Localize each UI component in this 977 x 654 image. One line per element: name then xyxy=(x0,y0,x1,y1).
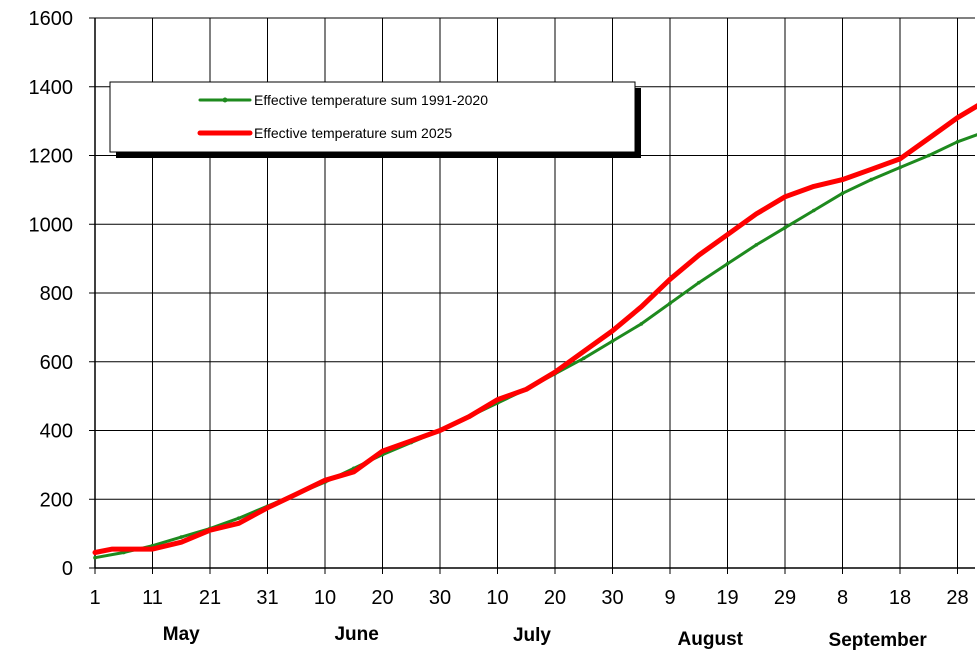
legend: Effective temperature sum 1991-2020 Effec… xyxy=(109,81,641,158)
series-line-average xyxy=(93,133,977,560)
x-tick-label: 19 xyxy=(716,587,738,609)
x-tick-label: 30 xyxy=(429,587,451,609)
x-tick-label: 10 xyxy=(486,587,508,609)
data-point xyxy=(581,356,586,361)
data-point xyxy=(869,177,874,182)
x-tick-label: 20 xyxy=(371,587,393,609)
x-tick-label: 10 xyxy=(314,587,336,609)
data-point xyxy=(811,208,816,213)
y-tick-label: 1400 xyxy=(29,77,74,99)
y-tick-label: 1000 xyxy=(29,214,74,236)
month-label-august: August xyxy=(678,629,744,650)
month-label-may: May xyxy=(163,624,200,645)
data-point xyxy=(696,280,701,285)
data-point xyxy=(926,153,931,158)
month-label-july: July xyxy=(513,625,551,646)
series-line-2025 xyxy=(92,103,977,555)
x-tick-label: 21 xyxy=(199,587,221,609)
data-point xyxy=(668,301,672,306)
legend-box xyxy=(109,81,636,153)
y-tick-label: 1200 xyxy=(29,146,74,168)
x-tick-label: 28 xyxy=(946,587,968,609)
x-tick-label: 9 xyxy=(664,587,675,609)
data-point xyxy=(639,322,644,326)
y-tick-label: 0 xyxy=(62,558,73,580)
x-tick-label: 20 xyxy=(544,587,566,609)
month-label-september: September xyxy=(829,630,928,651)
data-point xyxy=(725,261,730,266)
legend-label: Effective temperature sum 1991-2020 xyxy=(254,92,488,108)
data-point xyxy=(93,555,97,560)
y-tick-label: 600 xyxy=(40,352,73,374)
x-tick-label: 30 xyxy=(601,587,623,609)
x-tick-label: 31 xyxy=(256,587,278,609)
x-tick-label: 11 xyxy=(142,587,163,609)
data-point xyxy=(898,165,902,170)
x-tick-labels: 1 11 21 31 10 20 30 10 20 30 9 19 29 8 18 28 xyxy=(89,587,968,609)
data-point xyxy=(754,243,759,247)
data-point xyxy=(840,191,845,196)
legend-marker xyxy=(222,97,228,103)
series-lines xyxy=(92,103,977,560)
y-tick-label: 200 xyxy=(40,489,73,511)
data-point xyxy=(121,550,126,555)
y-tick-label: 1600 xyxy=(29,8,74,30)
data-point xyxy=(610,339,615,343)
data-point xyxy=(783,225,787,230)
y-tick-labels: 0 200 400 600 800 1000 1200 1400 1600 xyxy=(29,8,74,580)
data-point xyxy=(236,516,241,520)
axes xyxy=(89,17,975,574)
x-tick-label: 18 xyxy=(889,587,911,609)
x-tick-label: 29 xyxy=(774,587,796,609)
y-tick-label: 800 xyxy=(40,283,73,305)
month-label-june: June xyxy=(334,624,378,645)
data-point xyxy=(179,535,184,539)
month-labels: May June July August September xyxy=(163,624,928,651)
x-tick-label: 8 xyxy=(837,587,848,609)
x-tick-label: 1 xyxy=(89,587,100,609)
legend-label: Effective temperature sum 2025 xyxy=(254,125,452,141)
data-point xyxy=(955,139,960,144)
y-tick-label: 400 xyxy=(40,421,73,443)
